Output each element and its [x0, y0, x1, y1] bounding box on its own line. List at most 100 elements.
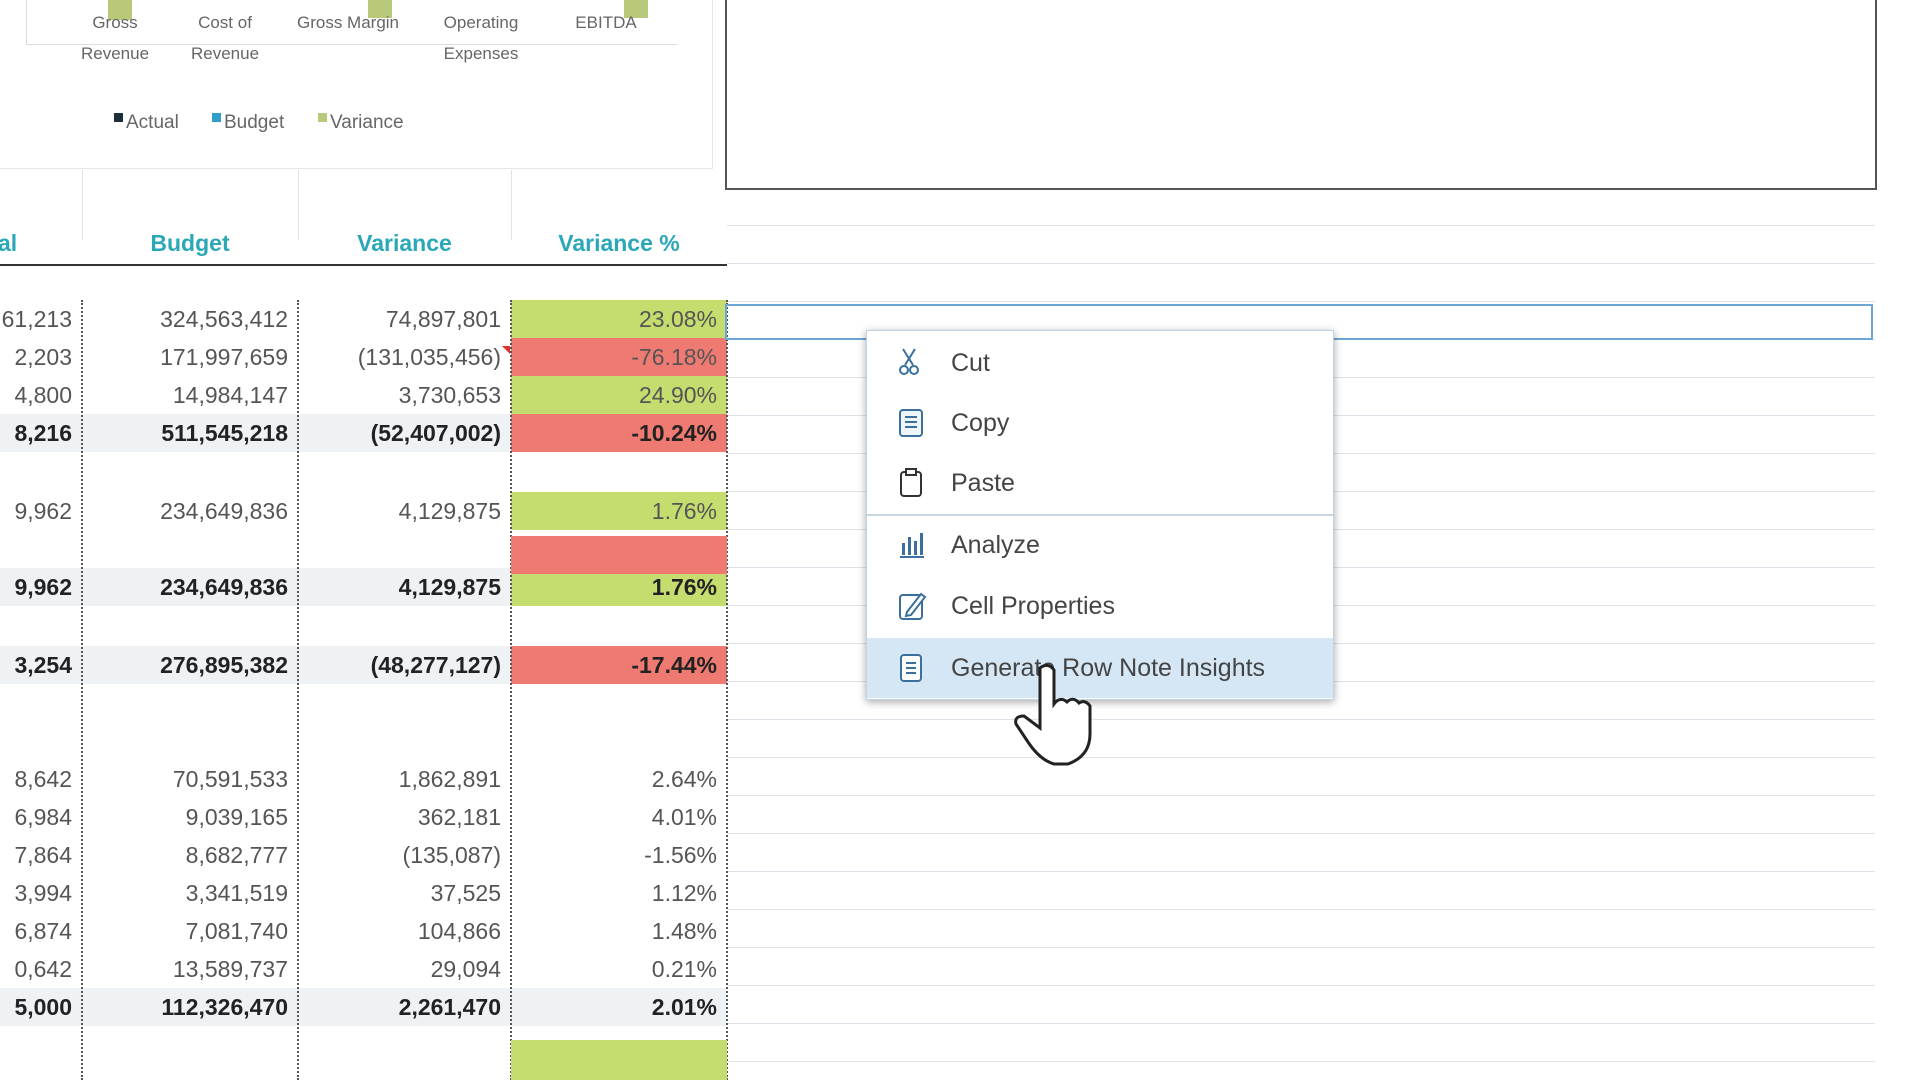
category-label: EBITDA [575, 13, 637, 32]
menu-separator [867, 514, 1333, 516]
table-cell: 171,997,659 [160, 344, 288, 370]
table-cell: 3,254 [0, 646, 82, 684]
menu-icon [899, 348, 919, 375]
table-cell: 37,525 [430, 880, 501, 906]
dotted-column-line [297, 300, 299, 1080]
green-cell [511, 1040, 727, 1080]
table-cell: -1.56% [644, 842, 717, 868]
chart-bar [108, 0, 132, 20]
legend-swatch [114, 113, 123, 122]
menu-item[interactable]: Cut [867, 334, 1333, 392]
table-cell: 104,866 [417, 918, 501, 944]
table-cell: 234,649,836 [160, 498, 288, 524]
chart-axis [26, 0, 677, 45]
comment-marker [502, 346, 510, 354]
grid-line [727, 225, 1875, 226]
table-cell: 4,129,875 [298, 568, 511, 606]
category-label: Gross [92, 13, 138, 32]
chart-area [0, 0, 713, 169]
table-cell: 0.21% [651, 956, 717, 982]
menu-icon [899, 409, 923, 437]
menu-label: Copy [951, 409, 1010, 437]
menu-label: Cell Properties [951, 592, 1115, 620]
menu-item[interactable]: Generate Row Note Insights [867, 639, 1333, 697]
table-cell: 276,895,382 [82, 646, 298, 684]
table-cell: 4,800 [14, 382, 72, 408]
column-header: Variance [357, 230, 452, 256]
header-rule [0, 264, 727, 266]
menu-label: Cut [951, 349, 990, 377]
table-cell: 4,129,875 [398, 498, 501, 524]
table-cell: 9,962 [14, 498, 72, 524]
category-label: Revenue [190, 44, 260, 63]
table-cell: 3,730,653 [398, 382, 501, 408]
table-cell: 234,649,836 [82, 568, 298, 606]
table-cell: 2.01% [511, 988, 727, 1026]
chart-bar [624, 0, 648, 18]
category-label: Gross Margin [296, 13, 400, 32]
table-cell: 1.12% [651, 880, 717, 906]
table-cell: 1.76% [511, 568, 727, 606]
table-cell: 9,962 [0, 568, 82, 606]
table-cell: 13,589,737 [172, 956, 288, 982]
grid-line [727, 719, 1875, 720]
table-cell: 1.76% [511, 492, 727, 530]
dotted-column-line [81, 300, 83, 1080]
table-cell: 3,994 [14, 880, 72, 906]
menu-item[interactable]: Paste [867, 454, 1333, 512]
table-cell: 2,261,470 [298, 988, 511, 1026]
menu-icon [900, 533, 924, 558]
grid-line [727, 795, 1875, 796]
table-cell: 29,094 [430, 956, 501, 982]
column-header: Variance % [558, 230, 680, 256]
table-cell: 23.08% [511, 300, 727, 338]
table-cell: 2,203 [14, 344, 72, 370]
table-cell: 4.01% [651, 804, 717, 830]
table-cell: -76.18% [511, 338, 727, 376]
grid-line [727, 1061, 1875, 1062]
legend-swatch [212, 113, 221, 122]
table-cell: 9,039,165 [185, 804, 288, 830]
hand-cursor [1014, 663, 1092, 766]
table-cell: 112,326,470 [82, 988, 298, 1026]
menu-label: Analyze [951, 531, 1040, 559]
table-cell: (135,087) [402, 842, 501, 868]
grid-line [727, 1023, 1875, 1024]
table-cell: 6,874 [14, 918, 72, 944]
category-label: Cost of [198, 13, 252, 32]
column-line [298, 170, 299, 240]
grid-line [727, 301, 1875, 302]
table-cell: -17.44% [511, 646, 727, 684]
grid-line [727, 833, 1875, 834]
table-cell: 70,591,533 [172, 766, 288, 792]
table-cell: 2.64% [651, 766, 717, 792]
grid-line [727, 947, 1875, 948]
menu-icon [900, 654, 922, 682]
menu-label: Generate Row Note Insights [951, 654, 1266, 682]
menu-item[interactable]: Cell Properties [867, 577, 1333, 635]
table-cell: 6,984 [14, 804, 72, 830]
table-cell: 0,642 [14, 956, 72, 982]
dotted-column-line [510, 300, 512, 1080]
panel-box [725, 0, 1877, 190]
legend-item: Actual [114, 112, 179, 134]
grid-line [727, 985, 1875, 986]
grid-line [727, 871, 1875, 872]
grid-line [727, 757, 1875, 758]
legend-item: Variance [318, 112, 404, 134]
menu-item[interactable]: Copy [867, 394, 1333, 452]
table-cell: 7,081,740 [185, 918, 288, 944]
column-header: al [0, 230, 18, 256]
grid-line [727, 909, 1875, 910]
table-cell: 8,682,777 [185, 842, 288, 868]
legend-text: Budget [224, 112, 285, 133]
table-cell: 1.48% [651, 918, 717, 944]
table-cell: 3,341,519 [185, 880, 288, 906]
table-cell: 7,864 [14, 842, 72, 868]
menu-item[interactable]: Analyze [867, 516, 1333, 574]
table-cell: 1,862,891 [398, 766, 501, 792]
table-cell: (52,407,002) [298, 414, 511, 452]
table-cell: 8,642 [14, 766, 72, 792]
category-label: Expenses [443, 44, 519, 63]
